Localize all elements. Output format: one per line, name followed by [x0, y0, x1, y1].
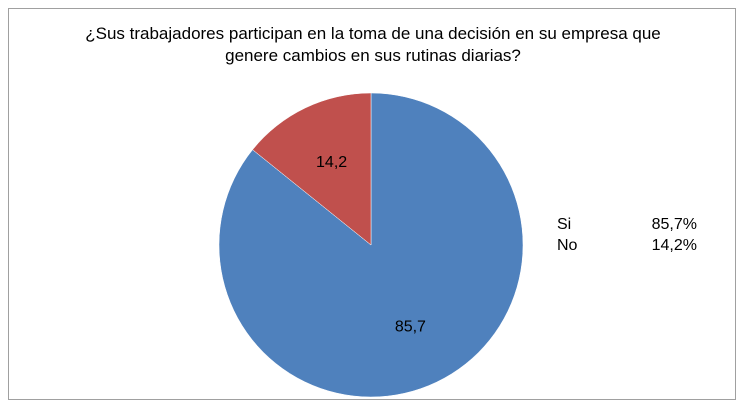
- pie-slice-no: [252, 92, 372, 246]
- legend-item-si: Si 85,7%: [557, 214, 717, 235]
- legend-value-no: 14,2%: [651, 237, 697, 254]
- legend-value-si: 85,7%: [651, 216, 697, 233]
- data-label-si: 85,7: [395, 318, 426, 335]
- pie-chart: 85,7 14,2: [218, 92, 524, 398]
- chart-frame: ¿Sus trabajadores participan en la toma …: [8, 8, 736, 400]
- legend-name-si: Si: [557, 216, 572, 233]
- data-label-no: 14,2: [316, 154, 347, 171]
- chart-title-line-2: genere cambios en sus rutinas diarias?: [225, 46, 521, 65]
- chart-title: ¿Sus trabajadores participan en la toma …: [9, 23, 737, 67]
- legend: Si 85,7% No 14,2%: [557, 214, 717, 256]
- pie-slice-si: [218, 92, 524, 398]
- chart-title-line-1: ¿Sus trabajadores participan en la toma …: [85, 24, 661, 43]
- legend-name-no: No: [557, 237, 578, 254]
- legend-item-no: No 14,2%: [557, 235, 717, 256]
